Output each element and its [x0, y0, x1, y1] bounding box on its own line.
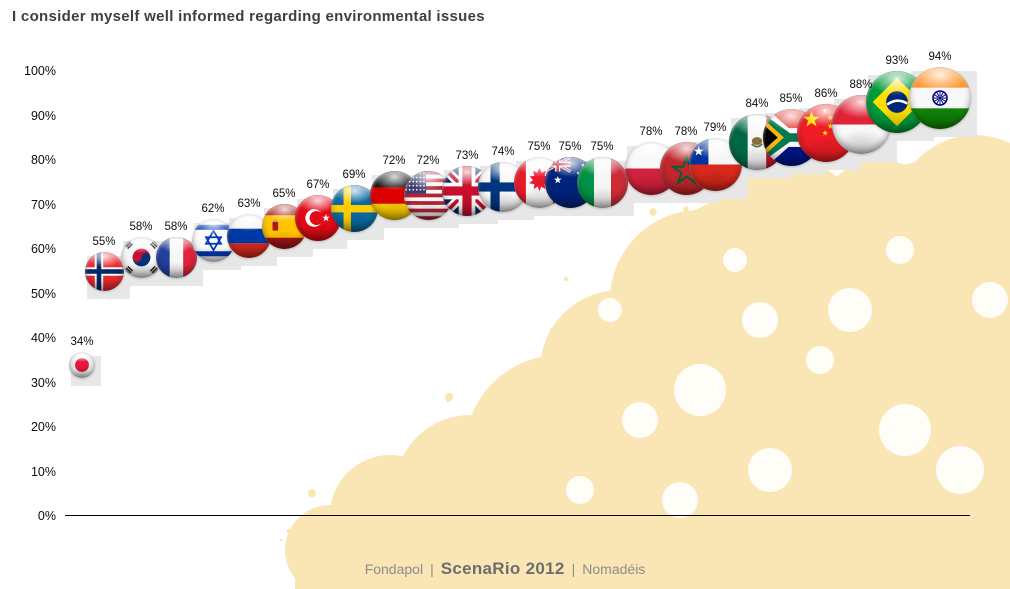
value-label-norway: 55% [92, 236, 116, 248]
value-label-italy: 75% [590, 141, 614, 153]
value-label-south-africa: 85% [779, 93, 803, 105]
value-label-sweden: 69% [342, 169, 366, 181]
value-label-united-states: 72% [416, 155, 440, 167]
y-tick-60: 60% [30, 242, 56, 256]
y-tick-70: 70% [30, 197, 56, 212]
footer-credit: Fondapol | ScenaRio 2012 | Nomadéis [0, 559, 1010, 579]
value-label-israel: 62% [201, 203, 225, 215]
footer-brand: ScenaRio 2012 [440, 559, 565, 578]
flag-ball-norway [85, 252, 124, 291]
flag-ball-india [909, 67, 971, 129]
value-label-france: 58% [164, 221, 188, 233]
value-label-germany: 72% [382, 155, 406, 167]
value-label-canada: 75% [527, 141, 551, 153]
value-label-australia: 75% [558, 141, 582, 153]
y-tick-100: 100% [24, 64, 56, 78]
flag-ball-france [156, 237, 197, 278]
value-label-poland: 78% [639, 126, 663, 138]
flag-ball-sweden [331, 185, 378, 232]
value-label-finland: 74% [491, 146, 515, 158]
y-tick-50: 50% [30, 286, 56, 301]
footer-source-1: Fondapol [364, 561, 424, 577]
flag-ball-italy [577, 157, 628, 208]
y-tick-40: 40% [30, 331, 56, 345]
x-axis-line [65, 515, 970, 516]
value-label-morocco: 78% [674, 126, 698, 138]
y-tick-20: 20% [30, 420, 56, 434]
y-tick-10: 10% [30, 464, 56, 479]
sphere-gloss [121, 237, 162, 278]
footer-separator: | [571, 561, 576, 577]
chart-title: I consider myself well informed regardin… [12, 8, 485, 25]
footer-separator: | [430, 561, 434, 577]
value-label-brazil: 93% [885, 55, 909, 67]
flag-ball-israel [192, 219, 235, 262]
sphere-gloss [69, 352, 95, 378]
y-tick-90: 90% [30, 108, 56, 123]
y-tick-0: 0% [37, 509, 56, 523]
value-label-spain: 65% [272, 188, 296, 200]
flag-ball-russia [227, 214, 271, 258]
flag-ball-south-korea [121, 237, 162, 278]
sphere-gloss [85, 252, 124, 291]
flag-ball-japan [69, 352, 95, 378]
sphere-gloss [156, 237, 197, 278]
value-label-indonesia: 88% [849, 79, 873, 91]
value-label-turkey: 67% [306, 179, 330, 191]
footer-source-2: Nomadéis [582, 561, 646, 577]
value-label-japan: 34% [70, 336, 94, 348]
value-label-russia: 63% [237, 198, 261, 210]
value-label-mexico: 84% [745, 98, 769, 110]
sphere-gloss [909, 67, 971, 129]
flag-ball-united-states [404, 171, 453, 220]
value-label-china: 86% [814, 88, 838, 100]
value-label-india: 94% [928, 51, 952, 63]
value-label-chile: 79% [703, 122, 727, 134]
sphere-gloss [577, 157, 628, 208]
value-label-united-kingdom: 73% [455, 150, 479, 162]
y-tick-80: 80% [30, 153, 56, 167]
value-label-south-korea: 58% [129, 221, 153, 233]
y-tick-30: 30% [30, 375, 56, 390]
